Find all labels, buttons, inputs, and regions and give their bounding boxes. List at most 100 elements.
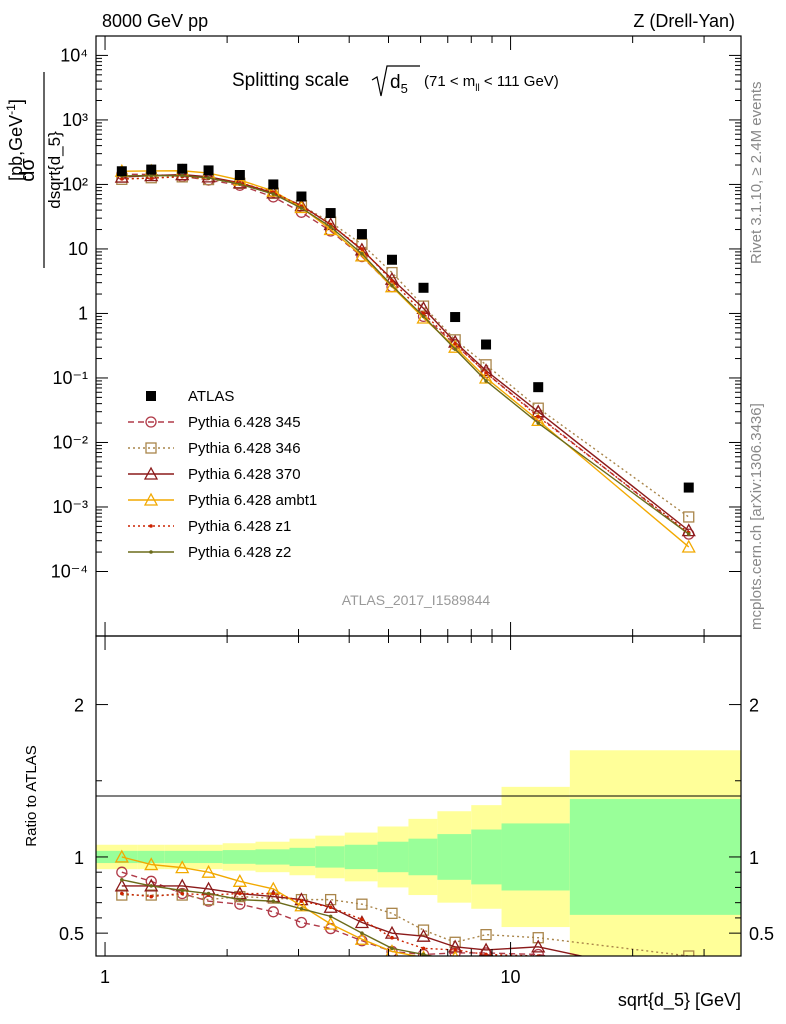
ratio-point xyxy=(114,849,129,863)
x-axis-label: sqrt{d_5} [GeV] xyxy=(618,990,741,1011)
x-tick-label: 10 xyxy=(501,967,521,987)
legend-label: Pythia 6.428 z2 xyxy=(188,544,291,561)
ylabel-den: dsqrt{d_5} xyxy=(45,131,64,209)
data-point xyxy=(120,177,124,181)
ratio-y-tick-label: 1 xyxy=(74,848,84,868)
ratio-point xyxy=(484,952,488,956)
data-point xyxy=(266,183,281,197)
series-pythia-6-428-345 xyxy=(116,168,695,540)
ratio-point xyxy=(328,905,333,910)
data-point xyxy=(177,163,188,174)
ratio-line xyxy=(121,856,420,956)
legend-entry: ATLAS xyxy=(146,388,234,405)
stat-uncertainty-band xyxy=(198,850,223,864)
legend-entry: Pythia 6.428 ambt1 xyxy=(128,492,317,509)
data-point xyxy=(683,511,695,523)
stat-uncertainty-band xyxy=(164,850,199,864)
header-right: Z (Drell-Yan) xyxy=(633,11,735,31)
ratio-point xyxy=(416,928,431,942)
ratio-point xyxy=(684,975,694,985)
ratio-point xyxy=(271,899,276,903)
header-left: 8000 GeV pp xyxy=(102,11,208,31)
ratio-point xyxy=(421,946,426,951)
data-point xyxy=(390,279,394,283)
data-point xyxy=(360,252,364,256)
y-tick-label: 10⁻³ xyxy=(52,497,88,517)
stat-uncertainty-band xyxy=(289,847,316,867)
ratio-point xyxy=(532,948,544,956)
legend-label: Pythia 6.428 346 xyxy=(188,440,301,457)
title-main: Splitting scale xyxy=(232,70,349,91)
ratio-point xyxy=(687,977,691,981)
series-line xyxy=(121,173,690,535)
data-point xyxy=(421,311,426,316)
ylabel-num: dσ xyxy=(17,158,39,182)
data-point xyxy=(234,170,245,181)
data-point xyxy=(681,539,696,553)
ratio-point xyxy=(683,973,695,984)
ratio-point xyxy=(323,899,338,913)
ratio-y-tick-label: 2 xyxy=(74,696,84,716)
y-tick-label: 10⁻¹ xyxy=(52,368,88,388)
legend-label: Pythia 6.428 345 xyxy=(188,414,301,431)
ratio-point xyxy=(201,864,216,878)
legend-label: ATLAS xyxy=(188,388,234,405)
data-point xyxy=(296,191,307,202)
ratio-point xyxy=(328,914,333,919)
ratio-line xyxy=(121,871,552,956)
y-tick-label: 1 xyxy=(78,303,88,323)
ratio-point xyxy=(354,931,370,945)
ratio-point xyxy=(144,857,159,871)
ylabel-unit: [pb,GeV-1] xyxy=(4,99,26,181)
data-point xyxy=(149,173,154,178)
data-point xyxy=(328,225,333,229)
data-point xyxy=(175,167,190,181)
legend-marker xyxy=(143,466,159,480)
data-point xyxy=(533,382,544,393)
axes: 10⁴ 10³ 10² 10 1 10⁻¹ 10⁻² 10⁻³ 10⁻⁴ 1 10 0.5 0.5 1 1 2… xyxy=(51,35,774,987)
series-line xyxy=(121,176,690,518)
legend-marker xyxy=(149,550,153,554)
stat-uncertainty-band xyxy=(255,849,290,865)
data-point xyxy=(484,371,488,375)
ratio-point xyxy=(683,950,695,956)
data-point xyxy=(201,169,216,183)
ratio-point xyxy=(386,907,398,919)
data-point xyxy=(203,165,214,176)
legend-marker xyxy=(145,416,157,428)
data-point xyxy=(686,532,691,536)
data-point xyxy=(356,229,367,240)
legend-entry: Pythia 6.428 z1 xyxy=(128,518,291,535)
x-tick-label: 1 xyxy=(100,967,110,987)
data-point xyxy=(450,312,461,323)
main-plot-area xyxy=(114,163,696,553)
legend-marker xyxy=(146,391,156,401)
data-point xyxy=(356,250,368,263)
mcplots-label: mcplots.cern.ch [arXiv:1306.3436] xyxy=(748,403,765,630)
ratio-y-tick-label-right: 0.5 xyxy=(749,924,774,944)
data-point xyxy=(418,282,429,293)
legend-entry: Pythia 6.428 345 xyxy=(128,414,301,431)
data-point xyxy=(180,173,185,178)
data-point xyxy=(481,339,492,350)
stat-uncertainty-band xyxy=(377,841,409,873)
title-sub: (71 < mll < 111 GeV) xyxy=(424,73,559,94)
data-point xyxy=(421,314,426,319)
ratio-y-tick-label-right: 2 xyxy=(749,696,759,716)
ratio-point xyxy=(417,924,430,936)
legend: ATLAS Pythia 6.428 345 Pythia 6.428 346 Pyt… xyxy=(128,388,317,561)
ratio-point xyxy=(536,966,540,970)
analysis-watermark: ATLAS_2017_I1589844 xyxy=(342,592,491,608)
legend-marker xyxy=(145,442,157,454)
data-point xyxy=(683,482,694,493)
ratio-y-label: Ratio to ATLAS xyxy=(23,745,40,846)
ratio-point xyxy=(238,897,242,902)
stat-uncertainty-band xyxy=(437,834,472,880)
data-point xyxy=(384,279,400,293)
ratio-point xyxy=(421,952,426,956)
sqrt-symbol xyxy=(371,65,420,97)
data-point xyxy=(268,179,279,190)
series-line xyxy=(121,170,690,548)
data-point xyxy=(238,182,242,186)
y-tick-label: 10⁴ xyxy=(60,45,88,65)
